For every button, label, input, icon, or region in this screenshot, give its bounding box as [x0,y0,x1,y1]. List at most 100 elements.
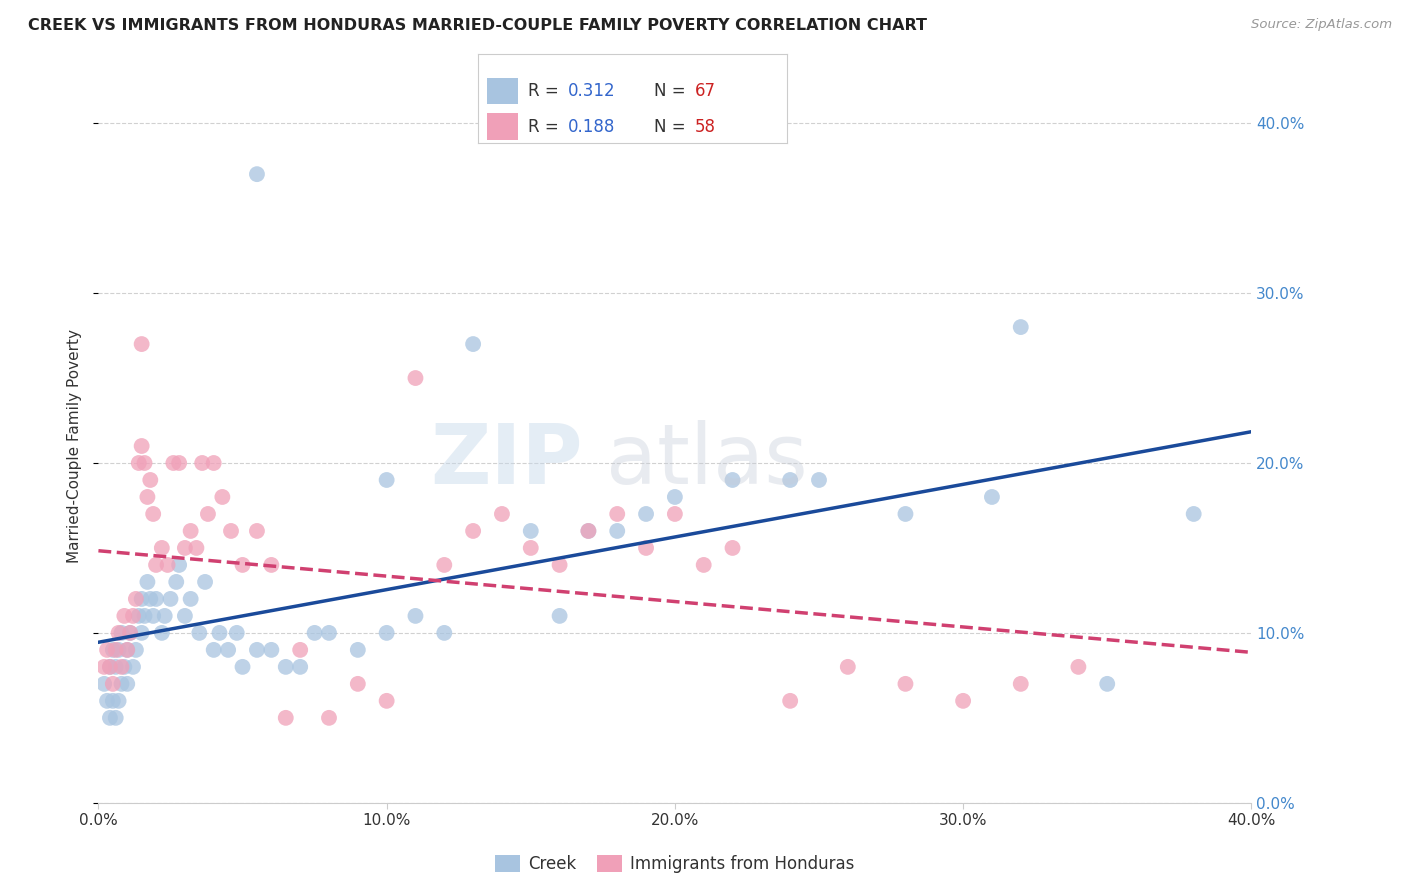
Point [290,660,312,674]
Point [191,456,214,470]
Point [165,574,187,589]
Text: R =: R = [527,118,564,136]
Point [120,626,142,640]
Point [837,660,859,674]
Point [807,473,830,487]
Point [721,541,744,555]
Text: R =: R = [527,82,564,100]
Point [117,677,139,691]
Point [104,711,127,725]
Point [520,541,543,555]
Legend: Creek, Immigrants from Honduras: Creek, Immigrants from Honduras [488,848,862,880]
Point [894,507,917,521]
Point [174,541,197,555]
Point [131,439,153,453]
Point [96,643,118,657]
Point [142,507,165,521]
Point [134,456,156,470]
Point [375,473,398,487]
Point [93,660,115,674]
Point [117,643,139,657]
Point [274,711,297,725]
Bar [488,113,519,140]
Text: N =: N = [654,82,692,100]
Point [93,677,115,691]
Point [548,608,571,623]
Point [246,643,269,657]
Point [217,643,239,657]
Point [304,626,326,640]
Point [211,490,233,504]
Point [104,643,127,657]
Point [433,626,456,640]
Point [578,524,600,538]
Point [112,608,135,623]
Point [112,660,135,674]
Text: atlas: atlas [606,420,807,500]
Point [260,558,283,572]
Point [346,677,368,691]
Point [180,591,202,606]
Point [156,558,179,572]
Point [136,490,159,504]
Point [128,456,150,470]
Point [117,643,139,657]
Point [150,541,173,555]
Point [110,660,132,674]
Point [120,626,142,640]
Point [162,456,184,470]
Point [981,490,1004,504]
Point [548,558,571,572]
Text: Source: ZipAtlas.com: Source: ZipAtlas.com [1251,18,1392,31]
Point [405,608,427,623]
Point [145,558,167,572]
Point [167,558,190,572]
Point [159,591,181,606]
Point [174,608,197,623]
Point [136,574,159,589]
Point [122,608,145,623]
Point [721,473,744,487]
Point [110,677,132,691]
Point [461,524,484,538]
Point [131,626,153,640]
Point [1010,320,1032,334]
Point [636,507,658,521]
Point [375,694,398,708]
Point [1010,677,1032,691]
Point [98,711,121,725]
Point [96,694,118,708]
Point [202,456,225,470]
Point [153,608,176,623]
Point [231,660,254,674]
Point [104,660,127,674]
Point [139,591,162,606]
Point [952,694,974,708]
Point [225,626,247,640]
Point [145,591,167,606]
Point [150,626,173,640]
Point [779,694,801,708]
Point [125,643,148,657]
Point [186,541,208,555]
Point [606,524,628,538]
Point [142,608,165,623]
Point [346,643,368,657]
Point [290,643,312,657]
Text: 58: 58 [695,118,716,136]
Point [139,473,162,487]
Text: CREEK VS IMMIGRANTS FROM HONDURAS MARRIED-COUPLE FAMILY POVERTY CORRELATION CHAR: CREEK VS IMMIGRANTS FROM HONDURAS MARRIE… [28,18,927,33]
Point [134,608,156,623]
Point [578,524,600,538]
Point [274,660,297,674]
Point [1097,677,1119,691]
Point [246,524,269,538]
Point [318,711,340,725]
Point [894,677,917,691]
Text: N =: N = [654,118,692,136]
Point [197,507,219,521]
Point [664,507,686,521]
Point [664,490,686,504]
Point [98,660,121,674]
Point [433,558,456,572]
